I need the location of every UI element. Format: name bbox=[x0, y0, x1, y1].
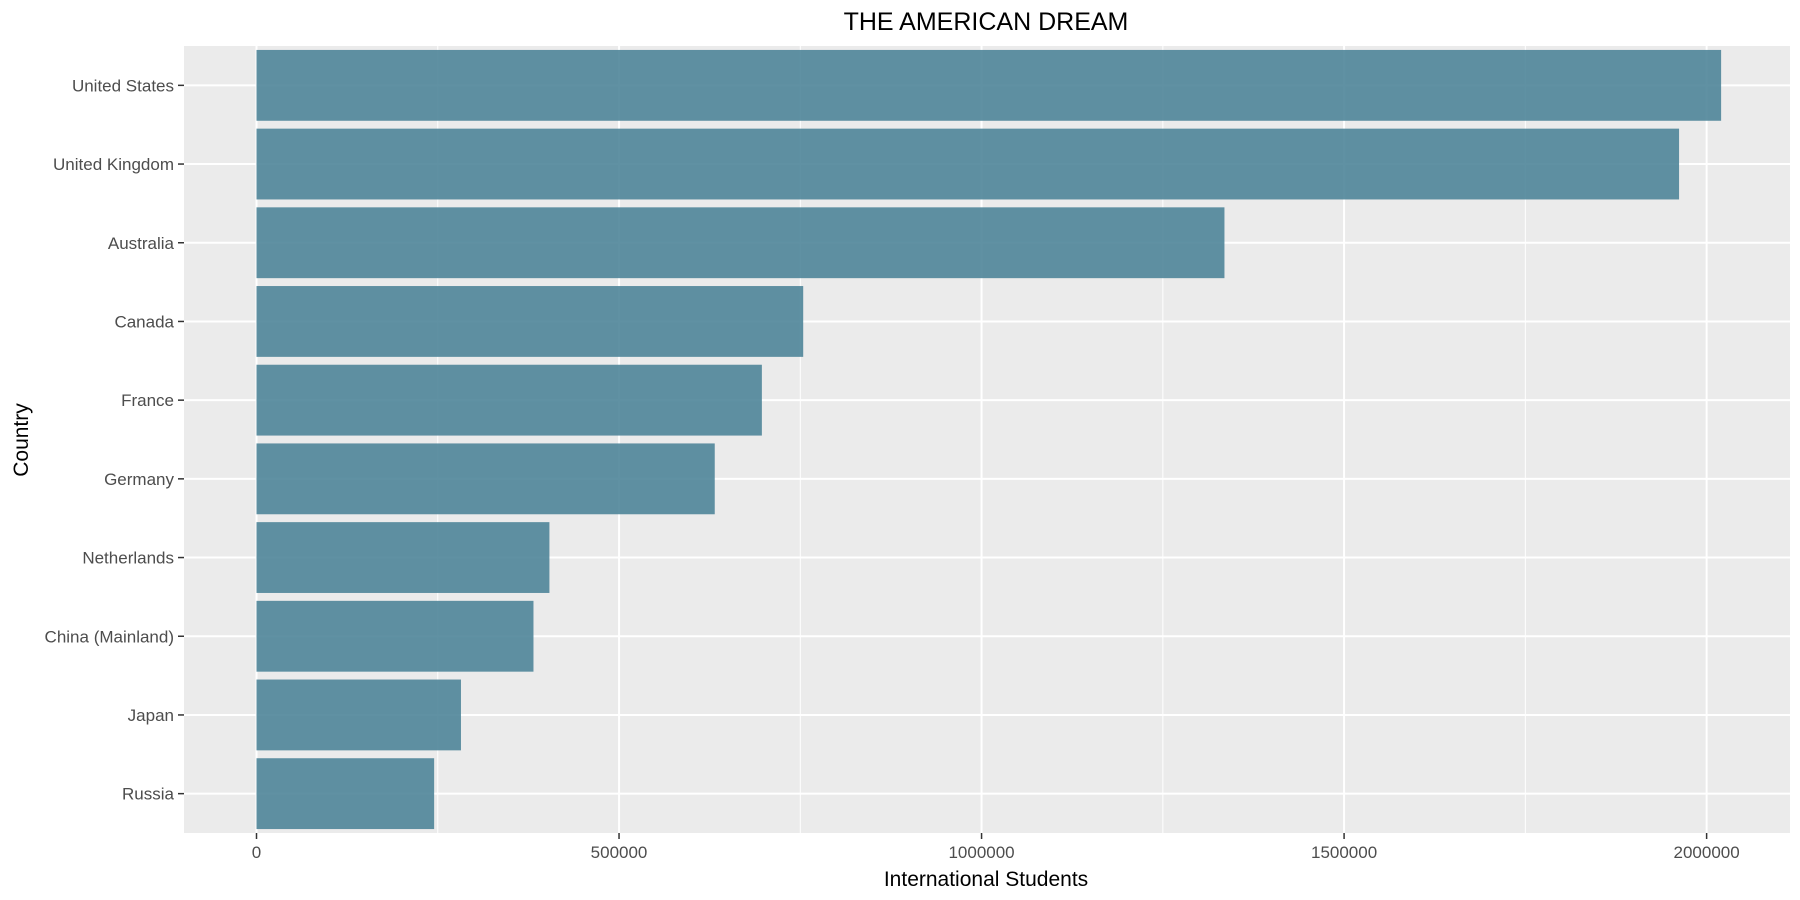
bar bbox=[256, 128, 1680, 200]
chart-title: THE AMERICAN DREAM bbox=[844, 8, 1129, 36]
y-tick-label: Netherlands bbox=[82, 549, 174, 568]
bar bbox=[256, 286, 804, 357]
bar bbox=[256, 758, 435, 830]
y-tick-label: France bbox=[121, 391, 174, 410]
bars bbox=[256, 49, 1722, 830]
bar bbox=[256, 364, 762, 436]
y-tick-label: Russia bbox=[122, 785, 175, 804]
y-tick-label: Australia bbox=[108, 234, 175, 253]
bar bbox=[256, 600, 534, 672]
y-tick-label: Japan bbox=[128, 706, 174, 725]
x-tick-label: 1000000 bbox=[948, 843, 1014, 862]
y-tick-label: Germany bbox=[104, 470, 174, 489]
y-tick-label: United Kingdom bbox=[53, 155, 174, 174]
bar bbox=[256, 679, 461, 751]
x-axis-title: International Students bbox=[884, 868, 1088, 891]
y-axis: United States United Kingdom Australia Cana… bbox=[45, 76, 184, 804]
x-tick-label: 1500000 bbox=[1311, 843, 1377, 862]
bar bbox=[256, 49, 1722, 121]
x-tick-label: 500000 bbox=[591, 843, 648, 862]
y-tick-label: China (Mainland) bbox=[45, 627, 174, 646]
bar bbox=[256, 443, 715, 515]
y-tick-label: United States bbox=[72, 76, 174, 95]
bar bbox=[256, 207, 1225, 279]
bar bbox=[256, 522, 550, 593]
y-axis-title: Country bbox=[10, 403, 33, 477]
x-tick-label: 2000000 bbox=[1674, 843, 1740, 862]
y-tick-label: Canada bbox=[114, 312, 174, 331]
x-tick-label: 0 bbox=[252, 843, 261, 862]
x-axis: 0 500000 1000000 1500000 2000000 bbox=[252, 833, 1740, 862]
